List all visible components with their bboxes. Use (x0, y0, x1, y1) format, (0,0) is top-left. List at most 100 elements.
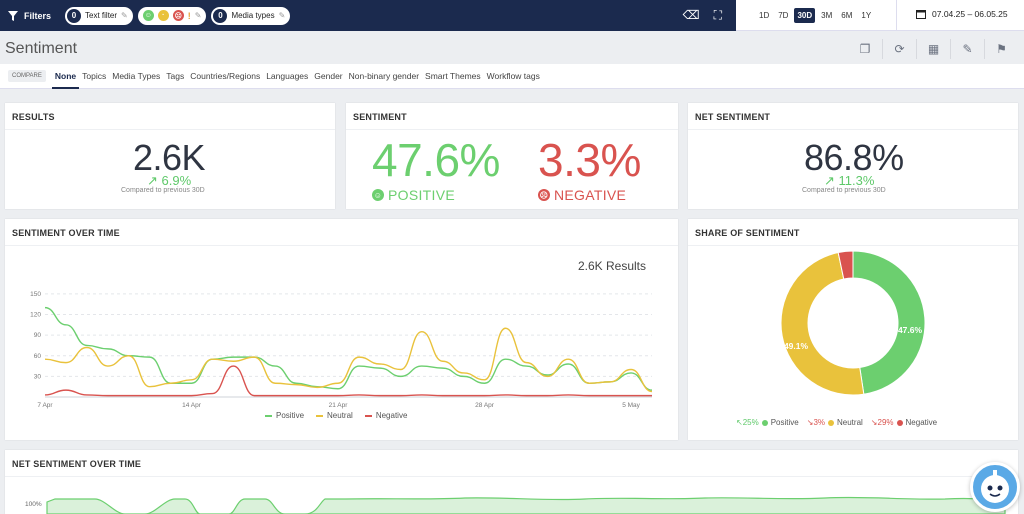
compare-tab-gender[interactable]: Gender (314, 70, 343, 81)
negative-label: NEGATIVE (554, 187, 627, 203)
legend-item-positive[interactable]: ↖25% Positive (736, 418, 799, 427)
compare-tab-tags[interactable]: Tags (166, 70, 185, 81)
legend-label: Positive (276, 411, 305, 420)
x-tick-label: 5 May (622, 402, 640, 409)
bookmark-icon[interactable]: ⚑ (984, 39, 1018, 59)
compare-tab-topics[interactable]: Topics (82, 70, 107, 81)
range-option-1y[interactable]: 1Y (861, 10, 872, 20)
up-arrow-icon: ↗ (824, 173, 835, 188)
down-arrow-icon: ↘ (870, 418, 878, 427)
card-title: SENTIMENT OVER TIME (12, 228, 120, 238)
toolbar: ❐ ⟳ ▦ ✎ ⚑ (848, 39, 1018, 59)
compare-tab-languages[interactable]: Languages (266, 70, 309, 81)
compare-label: COMPARE (8, 70, 46, 82)
range-option-7d[interactable]: 7D (778, 10, 789, 20)
filters-button[interactable]: Filters (8, 10, 51, 21)
legend-item-neutral[interactable]: Neutral (316, 411, 353, 420)
date-range-bar: 1D 7D 30D 3M 6M 1Y 07.04.25 – 06.05.25 (736, 0, 1024, 31)
x-tick-label: 14 Apr (182, 402, 202, 409)
y-tick-label: 90 (34, 332, 42, 339)
legend-dot (761, 419, 768, 426)
page-title: Sentiment (5, 40, 78, 57)
legend-label: Neutral (327, 411, 353, 420)
range-option-6m[interactable]: 6M (841, 10, 853, 20)
legend-swatch (316, 414, 324, 417)
donut-slice-negative (837, 250, 854, 280)
pin-icon[interactable]: ✎ (194, 11, 202, 20)
compare-tabs: COMPARE None Topics Media Types Tags Countri… (0, 64, 1024, 89)
top-filter-bar: Filters 0 Text filter ✎ ☺ · ☹ ! ✎ 0 Medi… (0, 0, 736, 31)
pin-icon[interactable]: ✎ (121, 11, 128, 20)
y-tick-label: 150 (30, 291, 41, 298)
range-option-30d[interactable]: 30D (794, 7, 816, 23)
legend-dot (896, 419, 903, 426)
results-compared: Compared to previous 30D (121, 187, 205, 194)
chat-assistant-button[interactable] (970, 462, 1020, 512)
line-chart-legend: Positive Neutral Negative (265, 411, 407, 420)
exclamation-icon[interactable]: ! (187, 10, 191, 21)
x-tick-label: 21 Apr (329, 402, 349, 409)
legend-item-neutral[interactable]: ↘3% Neutral (807, 418, 863, 427)
legend-item-negative[interactable]: Negative (364, 411, 408, 420)
legend-label: Positive (770, 418, 799, 427)
net-sentiment-area-chart: 100% (25, 496, 1006, 514)
compare-tab-none[interactable]: None (51, 64, 80, 89)
net-sentiment-value: 86.8% (804, 137, 904, 178)
legend-label: Negative (905, 418, 938, 427)
positive-face-icon[interactable]: ☺ (142, 10, 154, 21)
range-option-3m[interactable]: 3M (821, 10, 833, 20)
compare-tab-non-binary-gender[interactable]: Non-binary gender (348, 70, 420, 81)
legend-label: Neutral (837, 418, 863, 427)
card-title: SHARE OF SENTIMENT (695, 228, 800, 238)
refresh-icon[interactable]: ⟳ (882, 39, 916, 59)
add-widget-icon[interactable]: ▦ (916, 39, 950, 59)
x-tick-label: 28 Apr (475, 402, 495, 409)
legend-swatch (265, 414, 272, 417)
results-value: 2.6K (133, 137, 206, 178)
donut-slice-neutral (780, 251, 865, 396)
up-arrow-icon: ↖ (736, 418, 743, 427)
legend-label: Negative (375, 411, 408, 420)
results-delta: ↗ 6.9% (147, 173, 191, 189)
x-tick-label: 7 Apr (37, 402, 53, 409)
card-title: SENTIMENT (353, 112, 407, 122)
sentiment-over-time-card: SENTIMENT OVER TIME 2.6K Results 30 60 90 1… (5, 219, 678, 440)
media-types-count: 0 (213, 8, 228, 23)
compare-tab-media-types[interactable]: Media Types (112, 70, 161, 81)
text-filter-count: 0 (67, 8, 82, 23)
legend-item-negative[interactable]: ↘29% Negative (871, 418, 937, 427)
clear-filters-icon[interactable]: ⌫ (682, 8, 700, 22)
range-option-1d[interactable]: 1D (759, 10, 770, 20)
results-delta-value: 6.9% (161, 173, 192, 188)
pin-icon[interactable]: ✎ (278, 11, 286, 20)
y-tick-label: 60 (34, 353, 42, 360)
legend-item-positive[interactable]: Positive (265, 411, 304, 420)
compare-tab-workflow-tags[interactable]: Workflow tags (486, 70, 540, 81)
slice-label: 49.1% (784, 341, 809, 351)
text-filter-pill[interactable]: 0 Text filter ✎ (65, 6, 133, 25)
results-card: RESULTS 2.6K ↗ 6.9% Compared to previous… (5, 103, 335, 209)
compare-tab-smart-themes[interactable]: Smart Themes (425, 70, 481, 81)
positive-face-icon: ☺ (372, 189, 384, 201)
sentiment-line-chart: 30 60 90 120 150 7 Apr 14 Apr 21 Apr 28 Apr 5 May (30, 291, 653, 409)
negative-value: 3.3% (538, 134, 641, 186)
card-title: NET SENTIMENT (695, 112, 771, 122)
sentiment-filter-pill[interactable]: ☺ · ☹ ! ✎ (137, 6, 207, 25)
net-sentiment-card: NET SENTIMENT 86.8% ↗ 11.3% Compared to … (688, 103, 1018, 209)
positive-label-group: ☺ POSITIVE (372, 187, 455, 203)
negative-face-icon[interactable]: ☹ (172, 10, 184, 21)
series-line-neutral (44, 327, 653, 393)
series-line-negative (44, 365, 652, 397)
text-filter-label: Text filter (85, 11, 118, 20)
neutral-face-icon[interactable]: · (157, 10, 169, 21)
edit-widget-icon[interactable]: ✎ (950, 39, 984, 59)
legend-dot (828, 419, 834, 426)
date-picker[interactable]: 07.04.25 – 06.05.25 (916, 9, 1008, 19)
media-types-pill[interactable]: 0 Media types ✎ (211, 6, 291, 25)
copy-icon[interactable]: ❐ (859, 42, 871, 56)
change-indicator: ↘29% (871, 418, 894, 427)
compare-tab-countries-regions[interactable]: Countries/Regions (190, 70, 261, 81)
fullscreen-icon[interactable]: ⛶ (713, 8, 722, 22)
y-tick-label: 30 (34, 373, 42, 380)
negative-label-group: ☹ NEGATIVE (538, 187, 626, 203)
